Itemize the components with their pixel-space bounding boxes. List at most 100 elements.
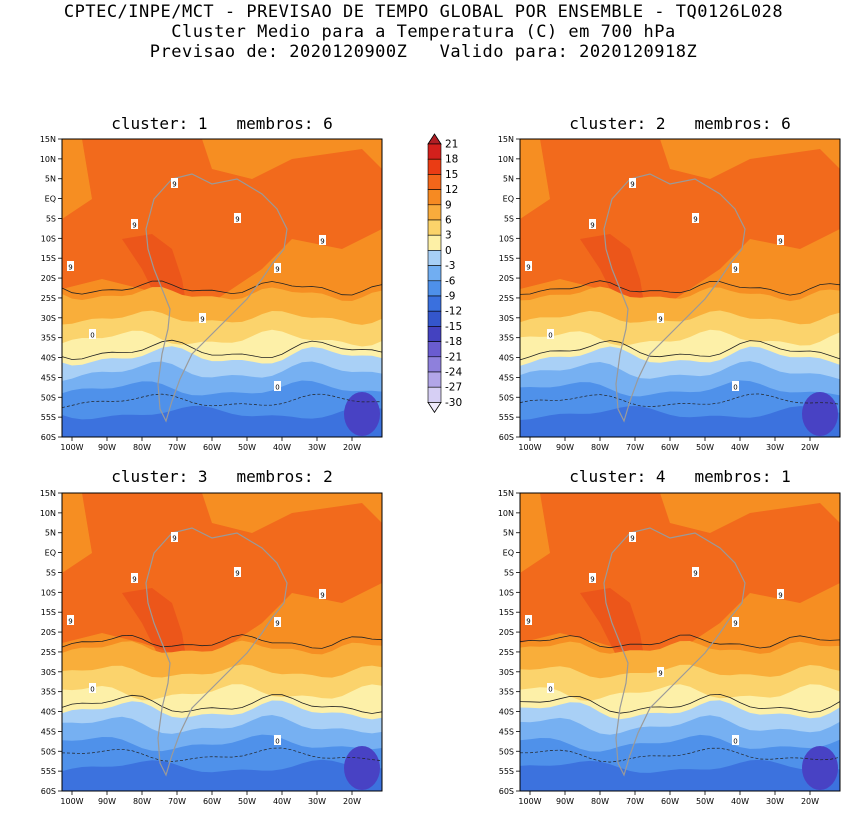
contour-9 (519, 280, 841, 296)
colorbar-segment (427, 310, 442, 327)
lon-label: 70W (626, 443, 644, 452)
contour-label-bg (67, 261, 74, 271)
lon-label: 100W (518, 443, 541, 452)
contour-label: 9 (320, 592, 324, 600)
lat-label: 35S (499, 334, 514, 343)
lon-label: 90W (98, 797, 116, 806)
lat-label: 20S (41, 628, 56, 637)
contour-label-bg (629, 178, 636, 188)
lat-label: 5S (46, 214, 56, 223)
contour-label: 9 (778, 238, 782, 246)
contour-label: 0 (548, 332, 552, 340)
lat-label: 40S (499, 354, 514, 363)
lon-label: 60W (203, 443, 221, 452)
lon-label: 90W (98, 443, 116, 452)
cold-core (344, 392, 380, 436)
lat-label: 15N (498, 135, 514, 144)
lon-label: 90W (556, 443, 574, 452)
contour-label-bg (589, 573, 596, 583)
lat-label: 15N (498, 489, 514, 498)
contour-label-bg (547, 683, 554, 693)
lat-label: 35S (41, 334, 56, 343)
lat-label: 35S (499, 688, 514, 697)
lon-label: 40W (273, 797, 291, 806)
colorbar-segment (427, 204, 442, 221)
lon-label: 20W (343, 443, 361, 452)
contour-label: 9 (693, 216, 697, 224)
lat-label: 5S (46, 568, 56, 577)
lon-label: 40W (731, 797, 749, 806)
lat-label: 10S (499, 588, 514, 597)
contour-label: 0 (733, 384, 737, 392)
contour-label: 0 (275, 738, 279, 746)
title-line-1: CPTEC/INPE/MCT - PREVISAO DE TEMPO GLOBA… (63, 2, 784, 22)
lat-label: 50S (41, 393, 56, 402)
contour-label-bg (171, 532, 178, 542)
lat-label: 15N (40, 489, 56, 498)
warm-region (62, 139, 382, 329)
lat-label: 15S (41, 608, 56, 617)
contour-label-bg (274, 263, 281, 273)
lat-label: 15S (499, 254, 514, 263)
colorbar-segment (427, 265, 442, 282)
colorbar-label: 0 (445, 245, 452, 257)
map-panel-1: 9 9 9 9 9 9 9 0 0 15N 10N 5N EQ 5S 10S 15S 20S 25S 30S 35S 4… (40, 135, 383, 452)
lat-label: 40S (499, 708, 514, 717)
lat-label: 10N (40, 155, 56, 164)
lat-label: 5N (503, 529, 514, 538)
map-panel-4: 9999999990015N10N5NEQ5S10S15S20S25S30S35… (498, 489, 841, 806)
colorbar-label: -24 (445, 367, 462, 379)
contour-label-bg (319, 589, 326, 599)
panel-frame (61, 138, 383, 438)
map-panel-2: 9 9 9 9 9 9 9 0 0 15N 10N 5N EQ 5S 10S 15S 20S 25S 30S 35S 4… (498, 135, 841, 452)
contour-label: 9 (590, 222, 594, 230)
contour-label: 9 (172, 181, 176, 189)
lat-label: 50S (41, 747, 56, 756)
lon-label: 70W (626, 797, 644, 806)
lat-label: 5S (504, 568, 514, 577)
lat-label: 10S (41, 234, 56, 243)
colorbar-segment (427, 143, 442, 160)
lat-label: 30S (41, 668, 56, 677)
colorbar-label: 12 (445, 184, 458, 196)
lat-label: 55S (41, 767, 56, 776)
contour-label-bg (732, 617, 739, 627)
contour-label: 9 (590, 576, 594, 584)
lon-label: 70W (168, 443, 186, 452)
contour-label-bg (732, 735, 739, 745)
contour-neg (61, 747, 383, 762)
contour-label: 9 (275, 620, 279, 628)
lon-label: 80W (133, 443, 151, 452)
contour-label: 0 (90, 332, 94, 340)
lon-label: 20W (801, 797, 819, 806)
contour-label-bg (692, 567, 699, 577)
contour-label-bg (547, 329, 554, 339)
band-cold9 (520, 759, 840, 791)
contour-label: 0 (733, 738, 737, 746)
lat-label: 55S (499, 767, 514, 776)
map-title-1: cluster: 1 membros: 6 (111, 114, 333, 133)
lat-label: 60S (499, 787, 514, 796)
colorbar-segment (427, 234, 442, 251)
contour-label: 0 (90, 686, 94, 694)
coastline (603, 173, 746, 423)
contour-label-bg (234, 213, 241, 223)
lat-label: 45S (41, 727, 56, 736)
warm-region (520, 139, 840, 329)
contour-label: 9 (132, 222, 136, 230)
colorbar-label: -3 (445, 260, 455, 272)
contour-label: 9 (68, 618, 72, 626)
lon-label: 50W (696, 797, 714, 806)
lat-label: 60S (499, 433, 514, 442)
contour-label-bg (199, 313, 206, 323)
lon-label: 100W (518, 797, 541, 806)
map-title-4: cluster: 4 membros: 1 (569, 467, 791, 486)
contour-label-bg (274, 617, 281, 627)
lon-label: 100W (60, 797, 83, 806)
contour-9 (61, 280, 383, 296)
lon-label: 80W (591, 443, 609, 452)
contour-label: 9 (658, 316, 662, 324)
band-cold9 (62, 405, 382, 437)
colorbar-label: -21 (445, 351, 462, 363)
contour-label-bg (525, 615, 532, 625)
